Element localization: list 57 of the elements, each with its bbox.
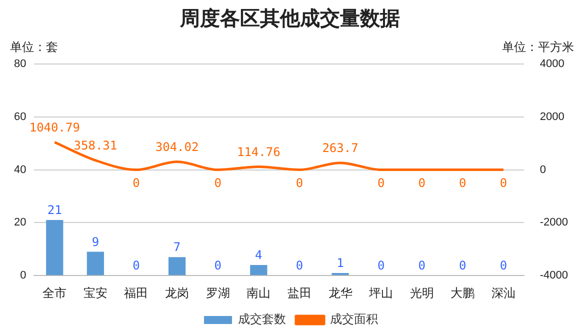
data-label: 0 (214, 258, 222, 273)
y-tick-label: 0 (20, 270, 26, 282)
y2-tick-label: 0 (540, 164, 546, 176)
data-label: 0 (418, 258, 426, 273)
bar (46, 220, 64, 276)
x-tick-label: 全市 (42, 286, 67, 300)
y-tick-label: 80 (14, 58, 26, 70)
data-label: 0 (296, 258, 304, 273)
data-label: 263.7 (322, 140, 358, 155)
data-label: 21 (47, 203, 62, 218)
y-tick-label: 20 (14, 216, 26, 229)
x-tick-label: 罗湖 (206, 286, 230, 300)
x-tick-label: 南山 (246, 286, 271, 300)
bar (86, 252, 104, 276)
data-label: 0 (500, 176, 508, 190)
data-label: 0 (459, 258, 466, 273)
data-label: 114.76 (236, 144, 280, 159)
x-tick-label: 深汕 (491, 286, 516, 300)
y2-axis-title: 单位：平方米 (502, 40, 574, 54)
data-label: 358.31 (74, 138, 118, 152)
data-label: 0 (296, 176, 304, 190)
line-series (53, 141, 505, 172)
data-label: 0 (132, 258, 140, 273)
data-label: 1040.79 (29, 120, 80, 134)
x-tick-label: 光明 (410, 286, 434, 300)
bar (250, 265, 268, 276)
data-label: 4 (255, 248, 262, 262)
data-label: 0 (459, 176, 466, 190)
data-label: 9 (92, 234, 100, 249)
y2-tick-label: -4000 (540, 270, 568, 282)
x-tick-label: 龙岗 (165, 286, 190, 300)
legend-label: 成交面积 (330, 312, 378, 326)
y2-tick-label: 2000 (540, 110, 564, 123)
data-label: 0 (132, 176, 140, 190)
data-label: 7 (173, 240, 181, 254)
data-label: 0 (377, 176, 385, 190)
x-tick-label: 福田 (124, 286, 148, 300)
x-tick-label: 宝安 (83, 286, 108, 300)
x-tick-label: 坪山 (368, 286, 394, 300)
x-tick-label: 龙华 (328, 286, 352, 300)
data-label: 0 (214, 176, 222, 190)
x-tick-label: 大鹏 (450, 286, 475, 300)
bar (332, 272, 349, 276)
legend-label: 成交套数 (238, 312, 286, 326)
chart-title: 周度各区其他成交量数据 (178, 5, 401, 32)
data-label: 0 (418, 176, 426, 190)
y2-tick-label: -2000 (540, 216, 568, 229)
data-label: 0 (377, 258, 385, 273)
y-tick-label: 40 (14, 164, 26, 176)
data-label: 0 (500, 258, 508, 273)
data-label: 304.02 (155, 140, 199, 154)
data-label: 1 (336, 256, 344, 270)
y2-tick-label: 4000 (540, 58, 564, 70)
y-axis-title: 单位：套 (10, 40, 58, 54)
bar (168, 257, 186, 276)
x-tick-label: 盐田 (287, 286, 312, 300)
y-tick-label: 60 (14, 110, 26, 123)
